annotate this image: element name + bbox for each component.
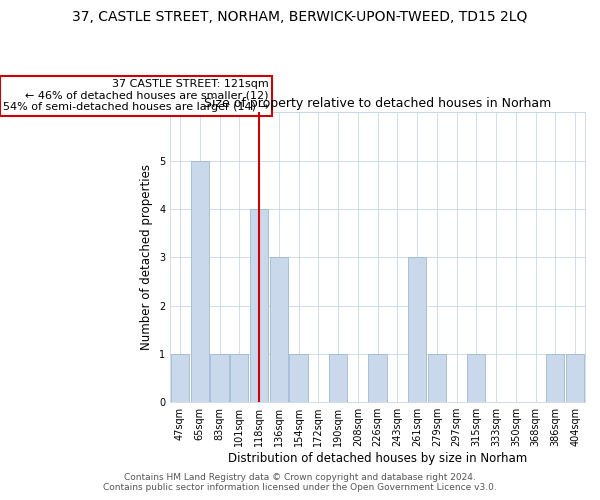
Bar bbox=[566, 354, 584, 402]
Bar bbox=[467, 354, 485, 402]
Bar bbox=[408, 257, 426, 402]
Bar bbox=[171, 354, 189, 402]
Bar bbox=[230, 354, 248, 402]
Bar bbox=[546, 354, 565, 402]
Bar bbox=[368, 354, 386, 402]
Text: 37, CASTLE STREET, NORHAM, BERWICK-UPON-TWEED, TD15 2LQ: 37, CASTLE STREET, NORHAM, BERWICK-UPON-… bbox=[73, 10, 527, 24]
Text: Contains HM Land Registry data © Crown copyright and database right 2024.
Contai: Contains HM Land Registry data © Crown c… bbox=[103, 473, 497, 492]
Bar bbox=[289, 354, 308, 402]
Bar bbox=[270, 257, 288, 402]
Bar bbox=[428, 354, 446, 402]
X-axis label: Distribution of detached houses by size in Norham: Distribution of detached houses by size … bbox=[228, 452, 527, 465]
Bar bbox=[211, 354, 229, 402]
Y-axis label: Number of detached properties: Number of detached properties bbox=[140, 164, 154, 350]
Bar bbox=[191, 160, 209, 402]
Title: Size of property relative to detached houses in Norham: Size of property relative to detached ho… bbox=[204, 96, 551, 110]
Bar bbox=[329, 354, 347, 402]
Bar bbox=[250, 209, 268, 402]
Text: 37 CASTLE STREET: 121sqm
← 46% of detached houses are smaller (12)
54% of semi-d: 37 CASTLE STREET: 121sqm ← 46% of detach… bbox=[3, 79, 269, 112]
